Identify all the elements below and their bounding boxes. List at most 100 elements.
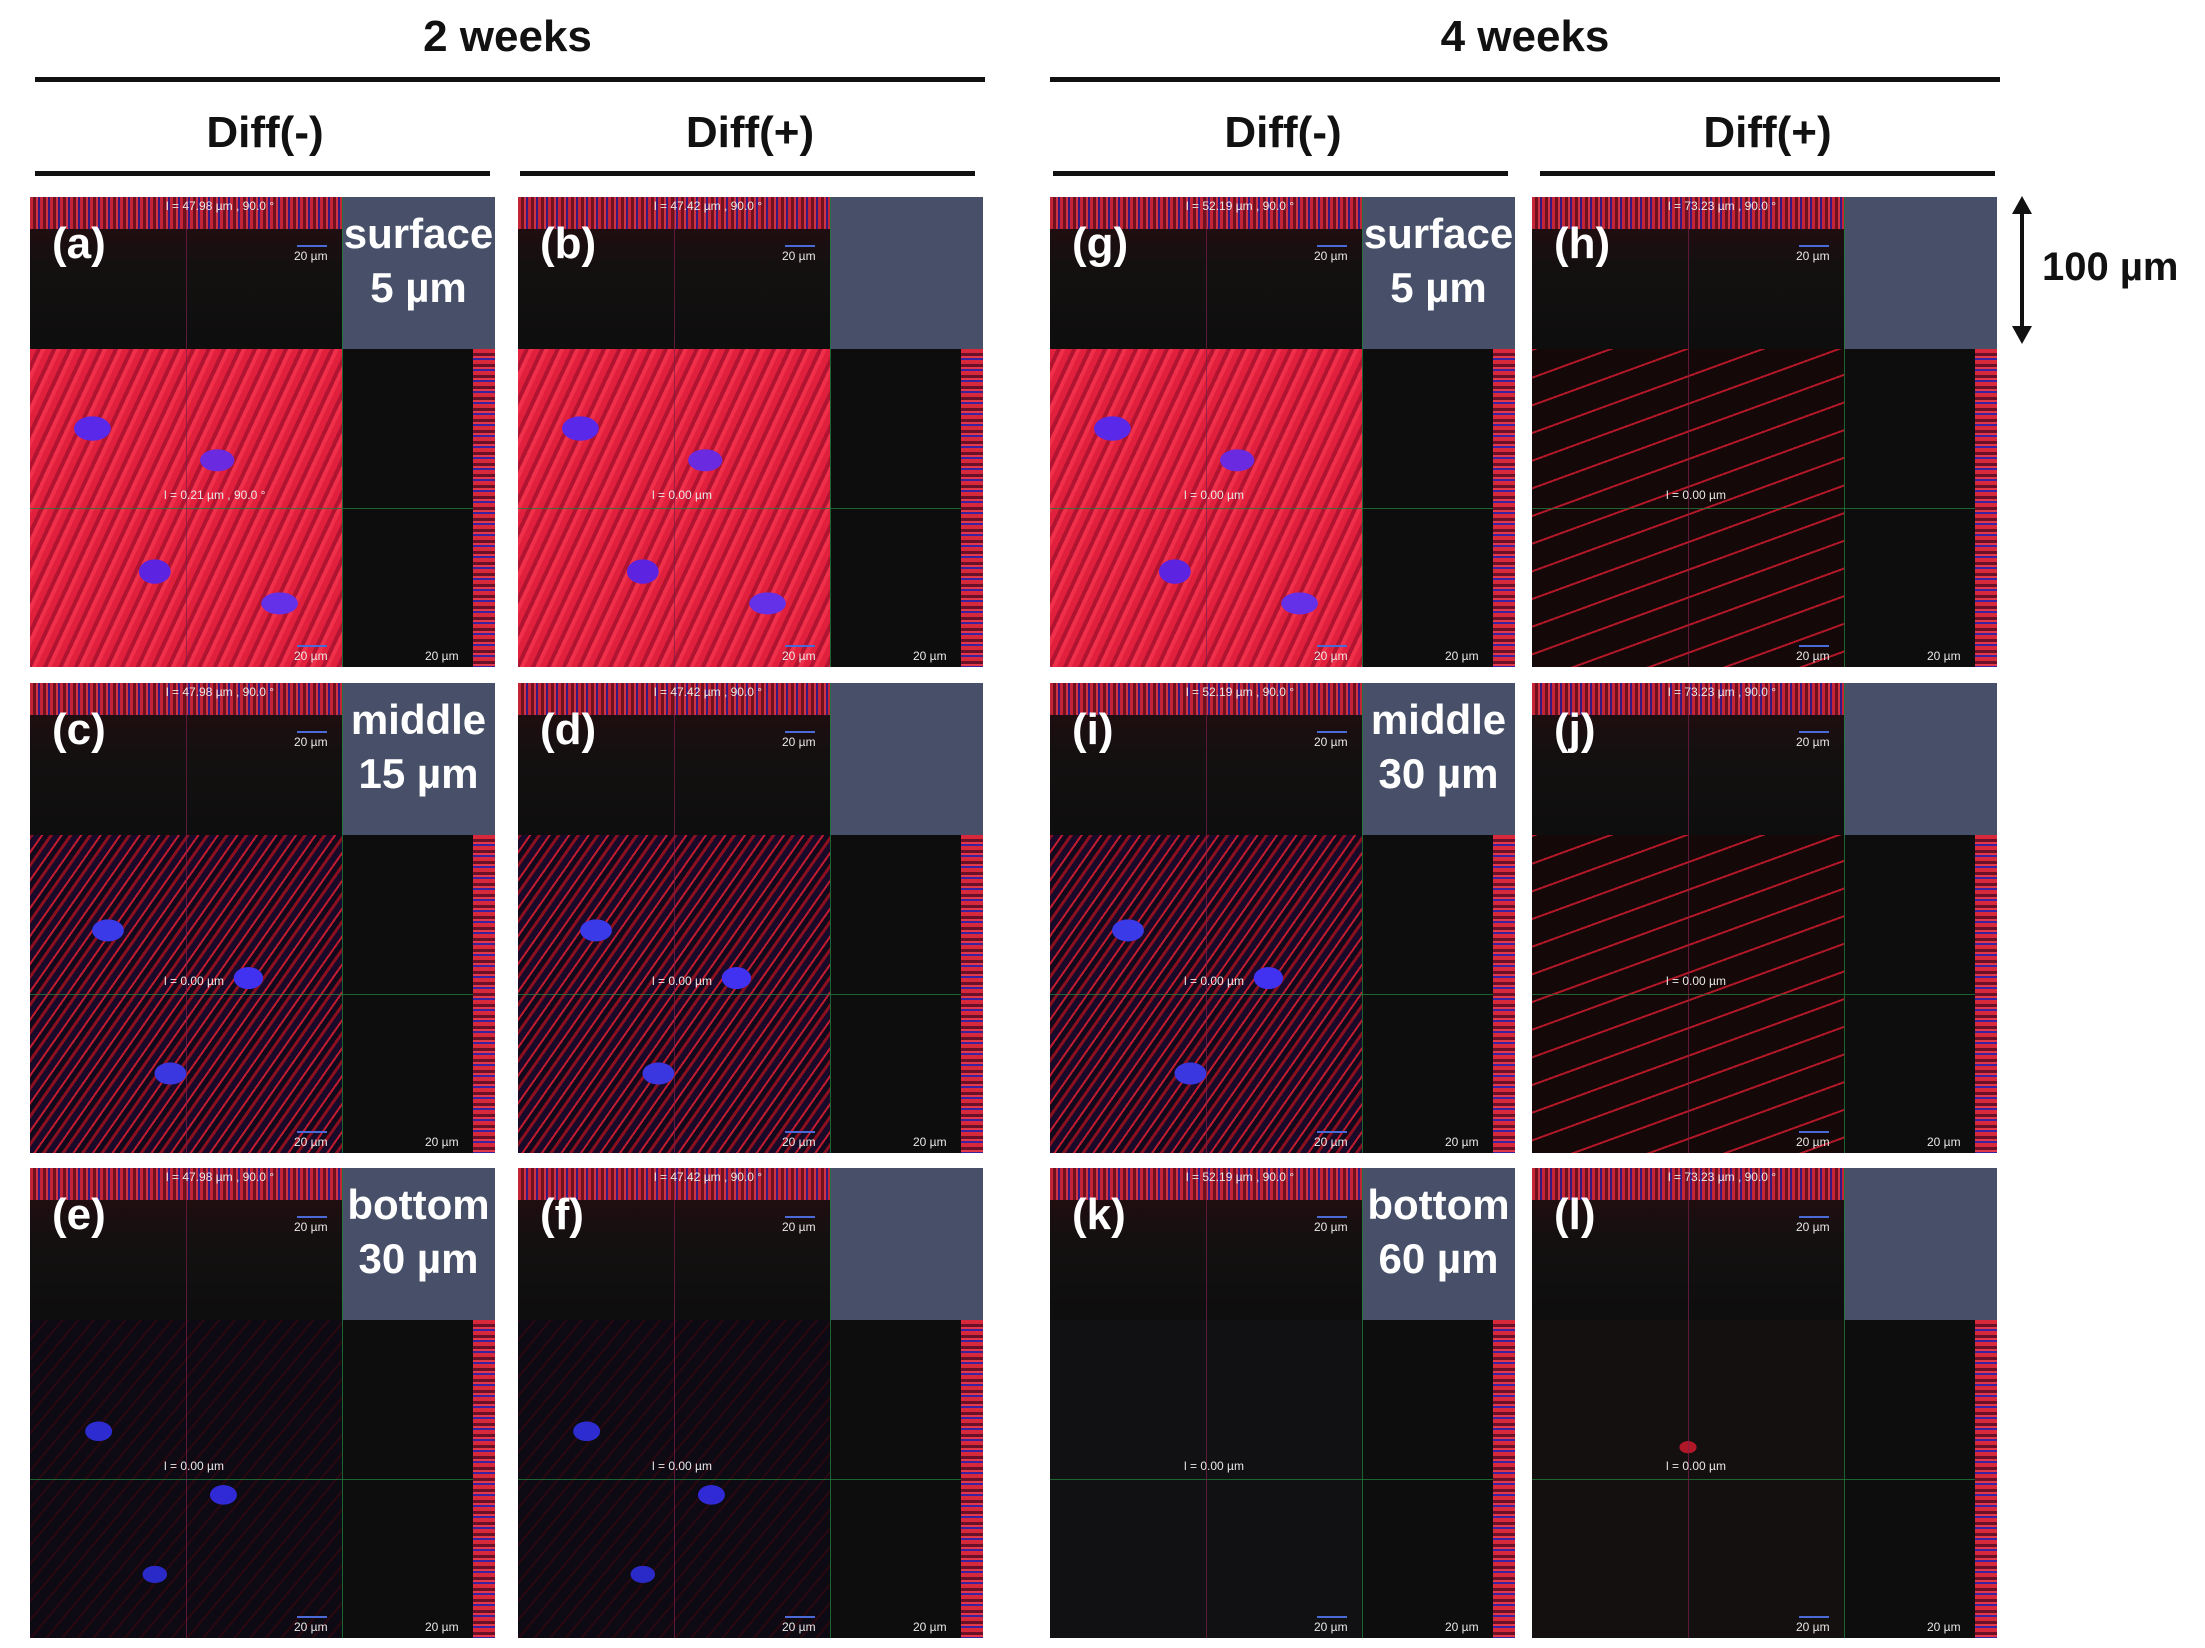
main-readout: l = 0.00 µm [1184, 974, 1244, 988]
yz-projection: 20 µm [1362, 835, 1515, 1153]
corner-block [1844, 683, 1997, 835]
column-header-diff-minus-2w: Diff(-) [206, 108, 324, 157]
panel-letter: (k) [1072, 1190, 1126, 1239]
main-scale-label: 20 µm [294, 1620, 328, 1634]
column-header-diff-minus-4w: Diff(-) [1224, 108, 1342, 157]
yz-projection: 20 µm [1844, 835, 1997, 1153]
top-scale-label: 20 µm [1314, 1220, 1348, 1234]
main-scale-label: 20 µm [294, 1135, 328, 1149]
micrograph-panel-b: l = 47.42 µm , 90.0 ° 20 µm l = 0.00 µm 20 … [518, 197, 983, 667]
depth-position: middle [1370, 696, 1507, 743]
corner-block [830, 197, 983, 349]
side-scale-label: 20 µm [1927, 649, 1961, 663]
top-scale-label: 20 µm [782, 249, 816, 263]
main-scale-label: 20 µm [1314, 649, 1348, 663]
micrograph-panel-l: l = 73.23 µm , 90.0 ° 20 µm l = 0.00 µm 20 … [1532, 1168, 1997, 1638]
xy-image: l = 0.00 µm 20 µm [30, 1320, 342, 1638]
top-scale-label: 20 µm [1314, 735, 1348, 749]
xz-projection: l = 73.23 µm , 90.0 ° 20 µm [1532, 683, 1844, 835]
xz-projection: l = 47.98 µm , 90.0 ° 20 µm [30, 197, 342, 349]
top-readout: l = 47.42 µm , 90.0 ° [654, 199, 763, 213]
top-readout: l = 47.42 µm , 90.0 ° [654, 685, 763, 699]
micrograph-panel-g: l = 52.19 µm , 90.0 ° 20 µm l = 0.00 µm 20 … [1050, 197, 1515, 667]
yz-projection: 20 µm [1362, 1320, 1515, 1638]
micrograph-panel-j: l = 73.23 µm , 90.0 ° 20 µm l = 0.00 µm 20 … [1532, 683, 1997, 1153]
depth-value: 5 µm [1390, 264, 1487, 311]
corner-block [1362, 683, 1515, 835]
xz-projection: l = 73.23 µm , 90.0 ° 20 µm [1532, 197, 1844, 349]
panel-letter: (c) [52, 705, 106, 754]
top-scale-label: 20 µm [782, 735, 816, 749]
main-readout: l = 0.00 µm [652, 974, 712, 988]
depth-label: middle 15 µm [342, 693, 495, 801]
panel-letter: (a) [52, 219, 106, 268]
xz-projection: l = 47.42 µm , 90.0 ° 20 µm [518, 197, 830, 349]
corner-block [1844, 1168, 1997, 1320]
yz-projection: 20 µm [342, 835, 495, 1153]
column-header-diff-plus-4w: Diff(+) [1703, 108, 1832, 157]
panel-letter: (l) [1554, 1190, 1596, 1239]
xy-image: l = 0.00 µm 20 µm [1050, 1320, 1362, 1638]
group-header-4-weeks: 4 weeks [1440, 12, 1610, 61]
xz-projection: l = 47.42 µm , 90.0 ° 20 µm [518, 683, 830, 835]
top-scale-label: 20 µm [1796, 249, 1830, 263]
yz-projection: 20 µm [1362, 349, 1515, 667]
column-rule-1 [35, 171, 490, 176]
yz-projection: 20 µm [342, 1320, 495, 1638]
top-scale-label: 20 µm [1796, 735, 1830, 749]
corner-block [342, 1168, 495, 1320]
micrograph-panel-k: l = 52.19 µm , 90.0 ° 20 µm l = 0.00 µm 20 … [1050, 1168, 1515, 1638]
depth-position: middle [350, 696, 487, 743]
yz-projection: 20 µm [1844, 349, 1997, 667]
top-readout: l = 52.19 µm , 90.0 ° [1186, 199, 1295, 213]
top-scale-label: 20 µm [294, 1220, 328, 1234]
yz-projection: 20 µm [830, 349, 983, 667]
panel-letter: (e) [52, 1190, 106, 1239]
depth-label: middle 30 µm [1362, 693, 1515, 801]
main-readout: l = 0.00 µm [164, 1459, 224, 1473]
panel-letter: (j) [1554, 705, 1596, 754]
xz-projection: l = 52.19 µm , 90.0 ° 20 µm [1050, 197, 1362, 349]
top-scale-label: 20 µm [1314, 249, 1348, 263]
group-rule-4-weeks [1050, 77, 2000, 82]
panel-letter: (i) [1072, 705, 1114, 754]
top-readout: l = 47.98 µm , 90.0 ° [166, 1170, 275, 1184]
micrograph-panel-a: l = 47.98 µm , 90.0 ° 20 µm l = 0.21 µm , … [30, 197, 495, 667]
panel-letter: (d) [540, 705, 597, 754]
depth-value: 30 µm [358, 1235, 479, 1282]
xy-image: l = 0.00 µm 20 µm [1050, 349, 1362, 667]
top-readout: l = 73.23 µm , 90.0 ° [1668, 199, 1777, 213]
xy-image: l = 0.00 µm 20 µm [1532, 1320, 1844, 1638]
side-scale-label: 20 µm [1445, 1620, 1479, 1634]
micrograph-panel-e: l = 47.98 µm , 90.0 ° 20 µm l = 0.00 µm 20 … [30, 1168, 495, 1638]
micrograph-panel-d: l = 47.42 µm , 90.0 ° 20 µm l = 0.00 µm 20 … [518, 683, 983, 1153]
group-header-2-weeks: 2 weeks [423, 12, 592, 61]
top-scale-label: 20 µm [782, 1220, 816, 1234]
main-readout: l = 0.00 µm [1666, 488, 1726, 502]
top-readout: l = 47.42 µm , 90.0 ° [654, 1170, 763, 1184]
scale-bar-label: 100 µm [2042, 245, 2179, 289]
main-readout: l = 0.00 µm [1666, 1459, 1726, 1473]
yz-projection: 20 µm [830, 835, 983, 1153]
top-readout: l = 73.23 µm , 90.0 ° [1668, 1170, 1777, 1184]
yz-projection: 20 µm [830, 1320, 983, 1638]
xz-projection: l = 47.42 µm , 90.0 ° 20 µm [518, 1168, 830, 1320]
column-rule-3 [1053, 171, 1508, 176]
xy-image: l = 0.00 µm 20 µm [30, 835, 342, 1153]
main-scale-label: 20 µm [782, 1135, 816, 1149]
depth-position: surface [1363, 210, 1514, 257]
side-scale-label: 20 µm [913, 1135, 947, 1149]
panel-letter: (g) [1072, 219, 1129, 268]
corner-block [1844, 197, 1997, 349]
xy-image: l = 0.00 µm 20 µm [518, 1320, 830, 1638]
xy-image: l = 0.00 µm 20 µm [1532, 835, 1844, 1153]
xy-image: l = 0.00 µm 20 µm [1050, 835, 1362, 1153]
corner-block [1362, 1168, 1515, 1320]
top-readout: l = 52.19 µm , 90.0 ° [1186, 1170, 1295, 1184]
side-scale-label: 20 µm [425, 649, 459, 663]
top-readout: l = 52.19 µm , 90.0 ° [1186, 685, 1295, 699]
top-readout: l = 47.98 µm , 90.0 ° [166, 199, 275, 213]
depth-position: bottom [347, 1181, 490, 1228]
column-rule-2 [520, 171, 975, 176]
main-readout: l = 0.00 µm [1666, 974, 1726, 988]
